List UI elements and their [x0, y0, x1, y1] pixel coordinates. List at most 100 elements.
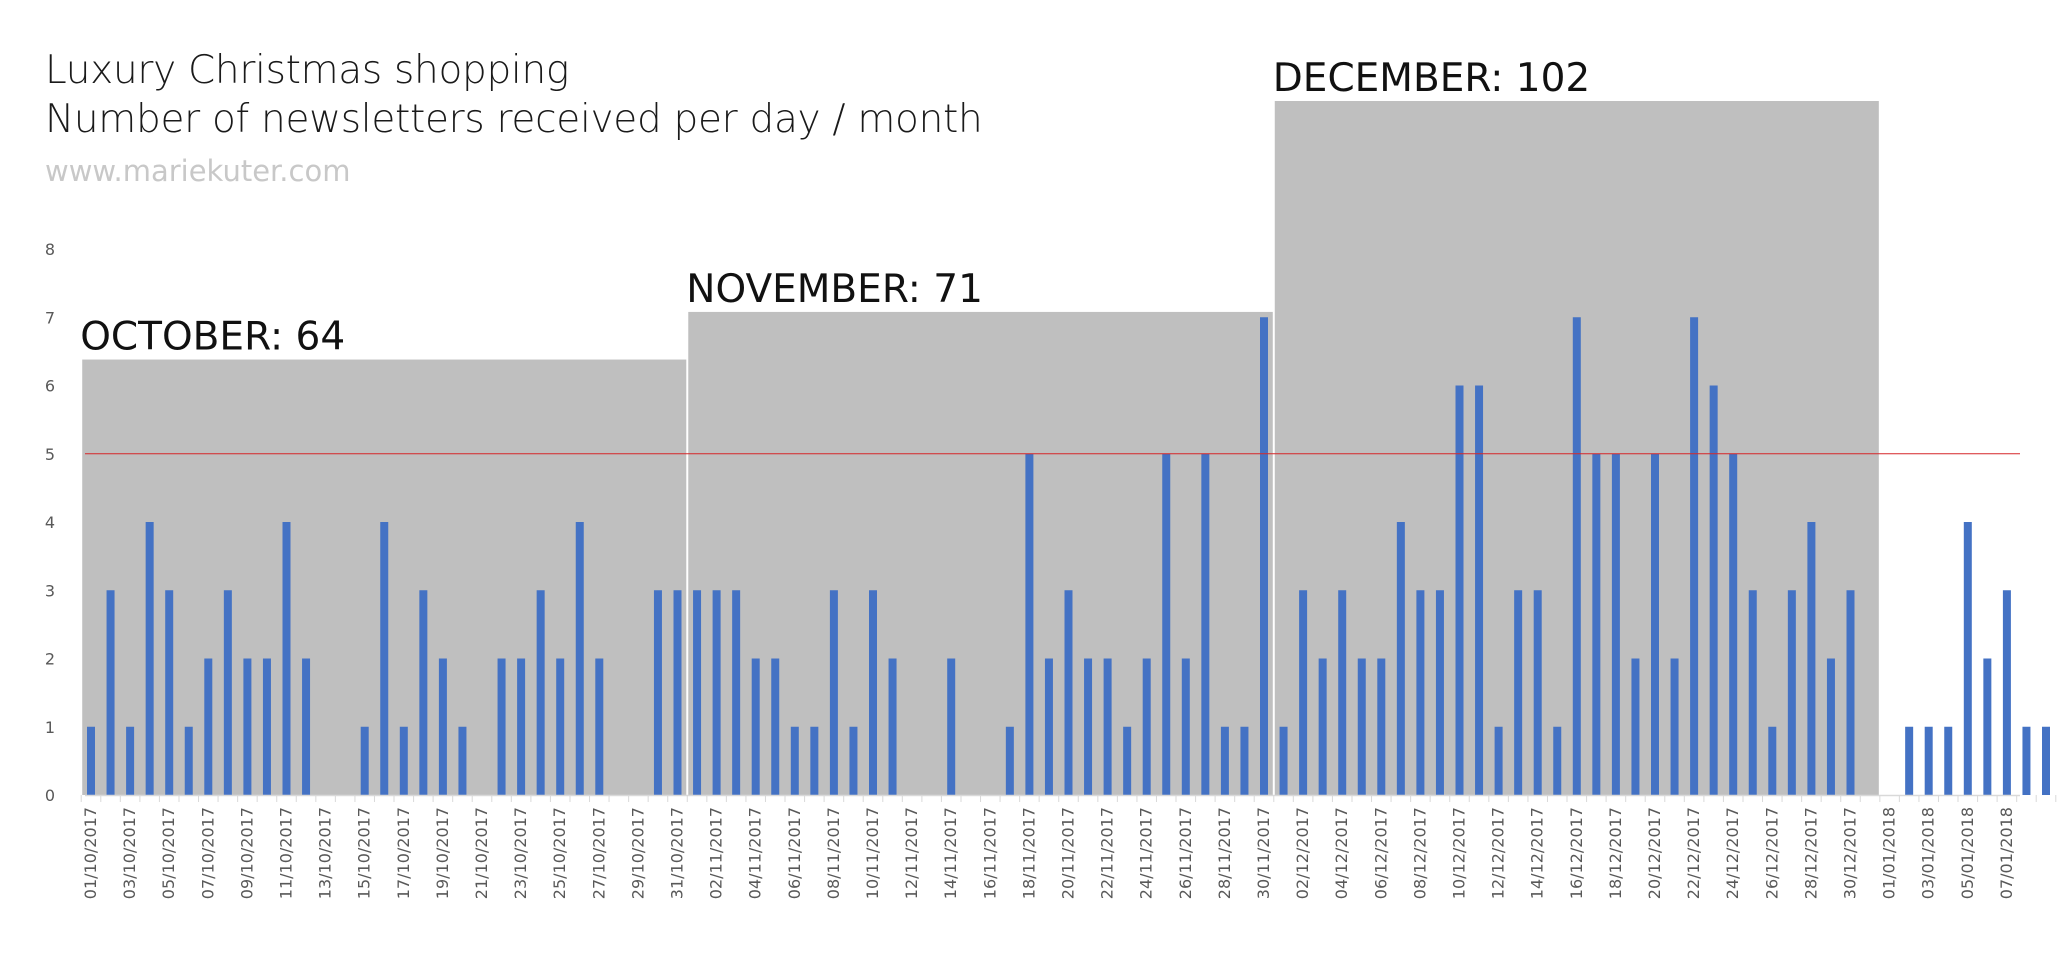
bar-86	[1768, 726, 1777, 795]
x-tick-label: 10/11/2017	[863, 807, 882, 899]
bar-25	[575, 522, 584, 795]
x-tick-label: 02/12/2017	[1293, 807, 1312, 899]
x-tick-label: 05/01/2018	[1958, 807, 1977, 899]
bar-83	[1709, 385, 1718, 795]
chart-subtitle: Number of newsletters received per day /…	[45, 97, 983, 142]
x-tick-label: 24/11/2017	[1137, 807, 1156, 899]
bar-54	[1142, 658, 1151, 795]
y-tick-label: 4	[45, 513, 55, 532]
bar-84	[1729, 453, 1738, 795]
y-tick-label: 8	[45, 240, 55, 259]
bar-32	[712, 590, 721, 795]
x-tick-label: 07/10/2017	[198, 807, 217, 899]
x-tick-label: 20/11/2017	[1059, 807, 1078, 899]
bar-21	[497, 658, 506, 795]
source-credit: www.mariekuter.com	[45, 154, 351, 188]
bar-33	[732, 590, 741, 795]
x-tick-label: 03/01/2018	[1919, 807, 1938, 899]
x-tick-label: 16/11/2017	[980, 807, 999, 899]
bar-48	[1025, 453, 1034, 795]
bar-89	[1826, 658, 1835, 795]
bar-69	[1435, 590, 1444, 795]
bar-47	[1005, 726, 1014, 795]
x-tick-label: 26/12/2017	[1762, 807, 1781, 899]
bar-88	[1807, 522, 1816, 795]
x-tick-label: 08/12/2017	[1410, 807, 1429, 899]
bar-70	[1455, 385, 1464, 795]
bar-61	[1279, 726, 1288, 795]
bar-76	[1572, 317, 1581, 795]
bar-7	[223, 590, 232, 795]
chart-title: Luxury Christmas shopping	[45, 48, 569, 93]
bar-49	[1044, 658, 1053, 795]
x-tick-label: 17/10/2017	[394, 807, 413, 899]
x-tick-label: 19/10/2017	[433, 807, 452, 899]
bar-1	[106, 590, 115, 795]
bar-58	[1220, 726, 1229, 795]
bar-90	[1846, 590, 1855, 795]
bar-96	[1963, 522, 1972, 795]
x-tick-label: 03/10/2017	[120, 807, 139, 899]
month-label-0: OCTOBER: 64	[80, 315, 345, 360]
x-tick-label: 27/10/2017	[589, 807, 608, 899]
x-tick-label: 12/11/2017	[902, 807, 921, 899]
y-tick-label: 5	[45, 445, 55, 464]
x-tick-label: 31/10/2017	[668, 807, 687, 899]
y-tick-label: 6	[45, 377, 55, 396]
bar-5	[184, 726, 193, 795]
x-tick-label: 10/12/2017	[1450, 807, 1469, 899]
x-tick-label: 04/12/2017	[1332, 807, 1351, 899]
bar-64	[1338, 590, 1347, 795]
x-tick-label: 13/10/2017	[316, 807, 335, 899]
bar-81	[1670, 658, 1679, 795]
x-tick-label: 06/11/2017	[785, 807, 804, 899]
bar-56	[1181, 658, 1190, 795]
bar-39	[849, 726, 858, 795]
bar-50	[1064, 590, 1073, 795]
bar-51	[1084, 658, 1093, 795]
bar-100	[2042, 726, 2050, 795]
x-tick-label: 25/10/2017	[550, 807, 569, 899]
bar-41	[888, 658, 897, 795]
bar-17	[419, 590, 428, 795]
y-tick-label: 3	[45, 581, 55, 600]
bar-66	[1377, 658, 1386, 795]
bar-6	[204, 658, 213, 795]
x-tick-label: 28/11/2017	[1215, 807, 1234, 899]
x-tick-label: 20/12/2017	[1645, 807, 1664, 899]
bar-97	[1983, 658, 1992, 795]
bar-24	[556, 658, 565, 795]
y-tick-label: 2	[45, 650, 55, 669]
bar-16	[399, 726, 408, 795]
bar-59	[1240, 726, 1249, 795]
y-tick-label: 0	[45, 786, 55, 805]
bar-30	[673, 590, 682, 795]
x-tick-label: 18/12/2017	[1606, 807, 1625, 899]
bar-15	[380, 522, 389, 795]
bar-26	[595, 658, 604, 795]
bar-82	[1690, 317, 1699, 795]
x-tick-label: 21/10/2017	[472, 807, 491, 899]
month-boxes: OCTOBER: 64 NOVEMBER: 71 DECEMBER: 102	[80, 56, 1879, 795]
bar-38	[829, 590, 838, 795]
month-label-2: DECEMBER: 102	[1273, 56, 1590, 101]
x-tick-label: 26/11/2017	[1176, 807, 1195, 899]
bar-68	[1416, 590, 1425, 795]
bar-99	[2022, 726, 2031, 795]
x-tick-label: 29/10/2017	[628, 807, 647, 899]
bar-62	[1299, 590, 1308, 795]
bar-55	[1162, 453, 1171, 795]
bars	[87, 317, 2050, 795]
bar-3	[145, 522, 154, 795]
bar-31	[693, 590, 702, 795]
x-tick-label: 15/10/2017	[355, 807, 374, 899]
bar-8	[243, 658, 252, 795]
bar-57	[1201, 453, 1210, 795]
x-tick-label: 14/11/2017	[941, 807, 960, 899]
bar-80	[1651, 453, 1659, 795]
x-tick-label: 14/12/2017	[1528, 807, 1547, 899]
bar-75	[1553, 726, 1562, 795]
bar-34	[751, 658, 760, 795]
bar-53	[1123, 726, 1132, 795]
